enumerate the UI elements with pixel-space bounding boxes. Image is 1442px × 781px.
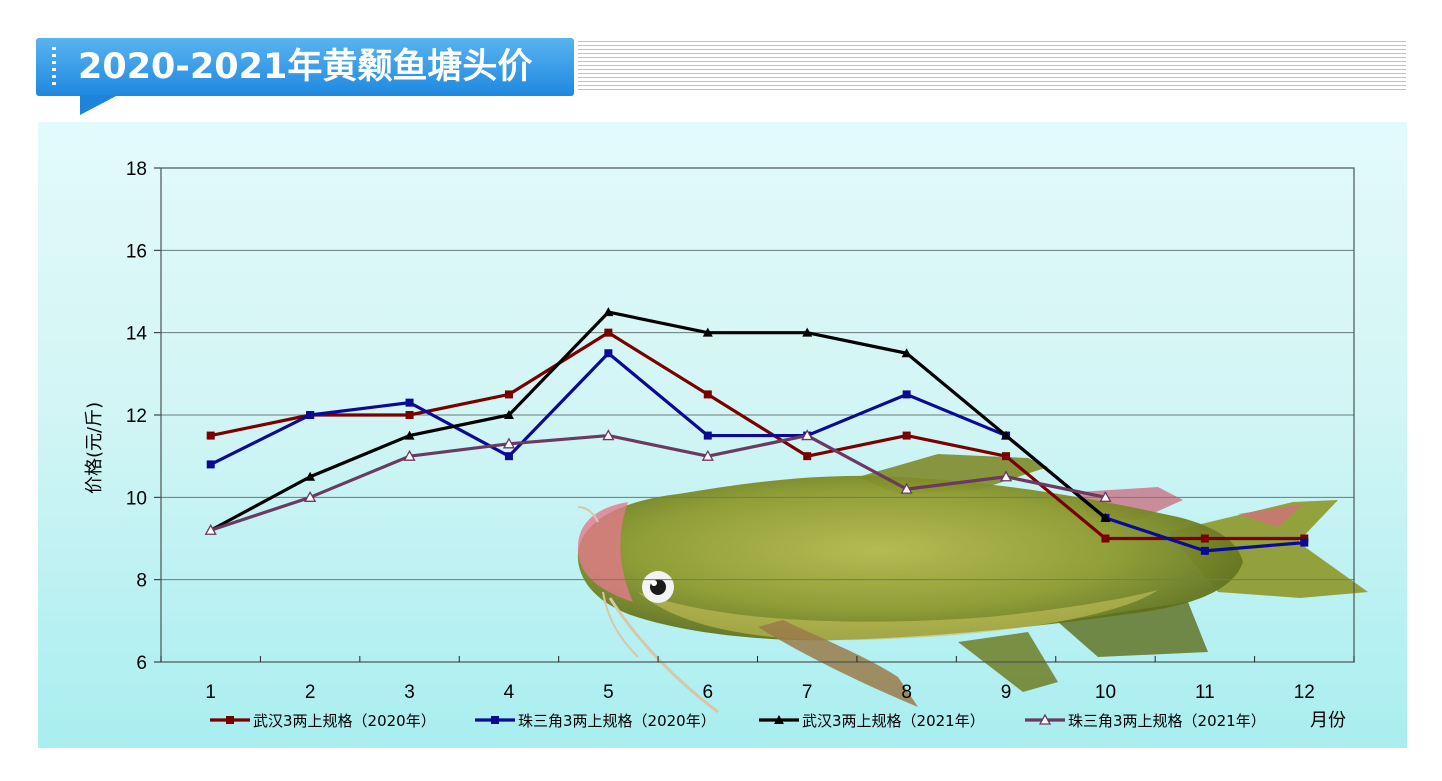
y-tick-label: 8 xyxy=(136,571,147,592)
x-tick-label: 2 xyxy=(305,682,316,703)
y-tick-label: 10 xyxy=(126,488,147,509)
data-point xyxy=(703,431,712,440)
data-point xyxy=(1300,538,1309,547)
series-line xyxy=(210,433,1106,532)
legend-swatch-marker xyxy=(1038,713,1052,725)
x-tick-label: 7 xyxy=(802,682,813,703)
data-point xyxy=(901,348,912,358)
legend-label: 武汉3两上规格（2021年） xyxy=(802,712,985,730)
legend-item-1: 武汉3两上规格（2020年） xyxy=(210,712,436,730)
data-point xyxy=(902,390,911,399)
page-title: 2020-2021年黄颡鱼塘头价 xyxy=(78,47,533,87)
data-point xyxy=(204,523,217,535)
y-axis-title: 价格(元/斤) xyxy=(84,402,105,494)
x-tick-label: 5 xyxy=(603,682,614,703)
legend-swatch-marker xyxy=(774,715,784,724)
data-point xyxy=(999,470,1013,482)
data-point xyxy=(604,349,613,358)
x-axis-title: 月份 xyxy=(1310,710,1346,731)
data-point xyxy=(405,411,414,419)
catfish-illustration xyxy=(577,454,1368,714)
data-point xyxy=(603,307,614,317)
data-point xyxy=(902,431,911,440)
legend-label: 珠三角3两上规格（2021年） xyxy=(1068,712,1266,730)
series-line xyxy=(209,351,1305,553)
data-point xyxy=(405,398,414,407)
legend: 武汉3两上规格（2020年） 珠三角3两上规格（2020年） 武汉3两上规格（202… xyxy=(210,712,1266,730)
data-point xyxy=(701,449,714,461)
legend-item-2: 珠三角3两上规格（2020年） xyxy=(475,712,716,730)
banner-tail xyxy=(80,95,118,115)
series-line xyxy=(210,331,1305,541)
data-point xyxy=(1100,512,1111,522)
data-point xyxy=(403,449,416,461)
data-point xyxy=(1099,490,1112,502)
y-tick-label: 12 xyxy=(126,406,147,427)
data-point xyxy=(702,327,713,337)
data-point xyxy=(1101,534,1110,543)
series-4 xyxy=(204,429,1112,535)
legend-label: 武汉3两上规格（2020年） xyxy=(253,712,436,730)
legend-item-4: 珠三角3两上规格（2021年） xyxy=(1025,712,1266,730)
data-point xyxy=(801,429,814,441)
data-point xyxy=(1200,546,1209,555)
x-tick-label: 3 xyxy=(404,682,415,703)
data-point xyxy=(803,452,812,461)
data-point xyxy=(1002,452,1011,461)
data-point xyxy=(304,490,317,502)
series-lines xyxy=(204,307,1309,555)
title-banner xyxy=(36,38,574,96)
data-point xyxy=(504,390,513,399)
y-tick-label: 14 xyxy=(126,324,148,345)
legend-label: 珠三角3两上规格（2020年） xyxy=(518,712,716,730)
data-point xyxy=(206,431,215,440)
x-tick-label: 6 xyxy=(703,682,714,703)
x-tick-label: 8 xyxy=(901,682,912,703)
data-point xyxy=(1001,430,1012,440)
data-point xyxy=(703,390,712,399)
x-tick-label: 9 xyxy=(1001,682,1012,703)
data-point xyxy=(502,437,516,449)
data-point xyxy=(404,430,415,440)
data-point xyxy=(305,471,316,481)
y-tick-label: 6 xyxy=(136,653,147,674)
legend-swatch-marker xyxy=(491,716,499,724)
series-3 xyxy=(205,307,1111,535)
y-tick-label: 16 xyxy=(126,241,147,262)
data-point xyxy=(306,411,315,419)
data-point xyxy=(802,327,813,337)
data-point xyxy=(206,460,215,469)
data-point xyxy=(503,410,514,419)
data-point xyxy=(1300,534,1309,543)
legend-item-3: 武汉3两上规格（2021年） xyxy=(759,712,985,730)
data-point xyxy=(504,452,513,461)
banner-stripes-decoration xyxy=(578,41,1406,91)
y-tick-label: 18 xyxy=(126,159,147,180)
x-tick-label: 11 xyxy=(1195,682,1215,703)
data-point xyxy=(900,482,913,494)
x-tick-label: 12 xyxy=(1294,682,1315,703)
series-1 xyxy=(206,328,1309,543)
chart-panel: 6 8 10 12 14 16 18 1 2 3 4 5 6 7 8 9 10 11 12 武汉3两上规格（2020… xyxy=(38,122,1407,748)
banner-dots-decoration xyxy=(52,47,56,87)
legend-swatch-marker xyxy=(226,716,234,724)
data-point xyxy=(604,328,613,337)
data-point xyxy=(1200,534,1209,543)
x-tick-label: 4 xyxy=(504,682,515,703)
x-tick-label: 10 xyxy=(1095,682,1116,703)
series-line xyxy=(209,310,1107,532)
x-tick-label: 1 xyxy=(205,682,216,703)
data-point xyxy=(602,429,615,441)
